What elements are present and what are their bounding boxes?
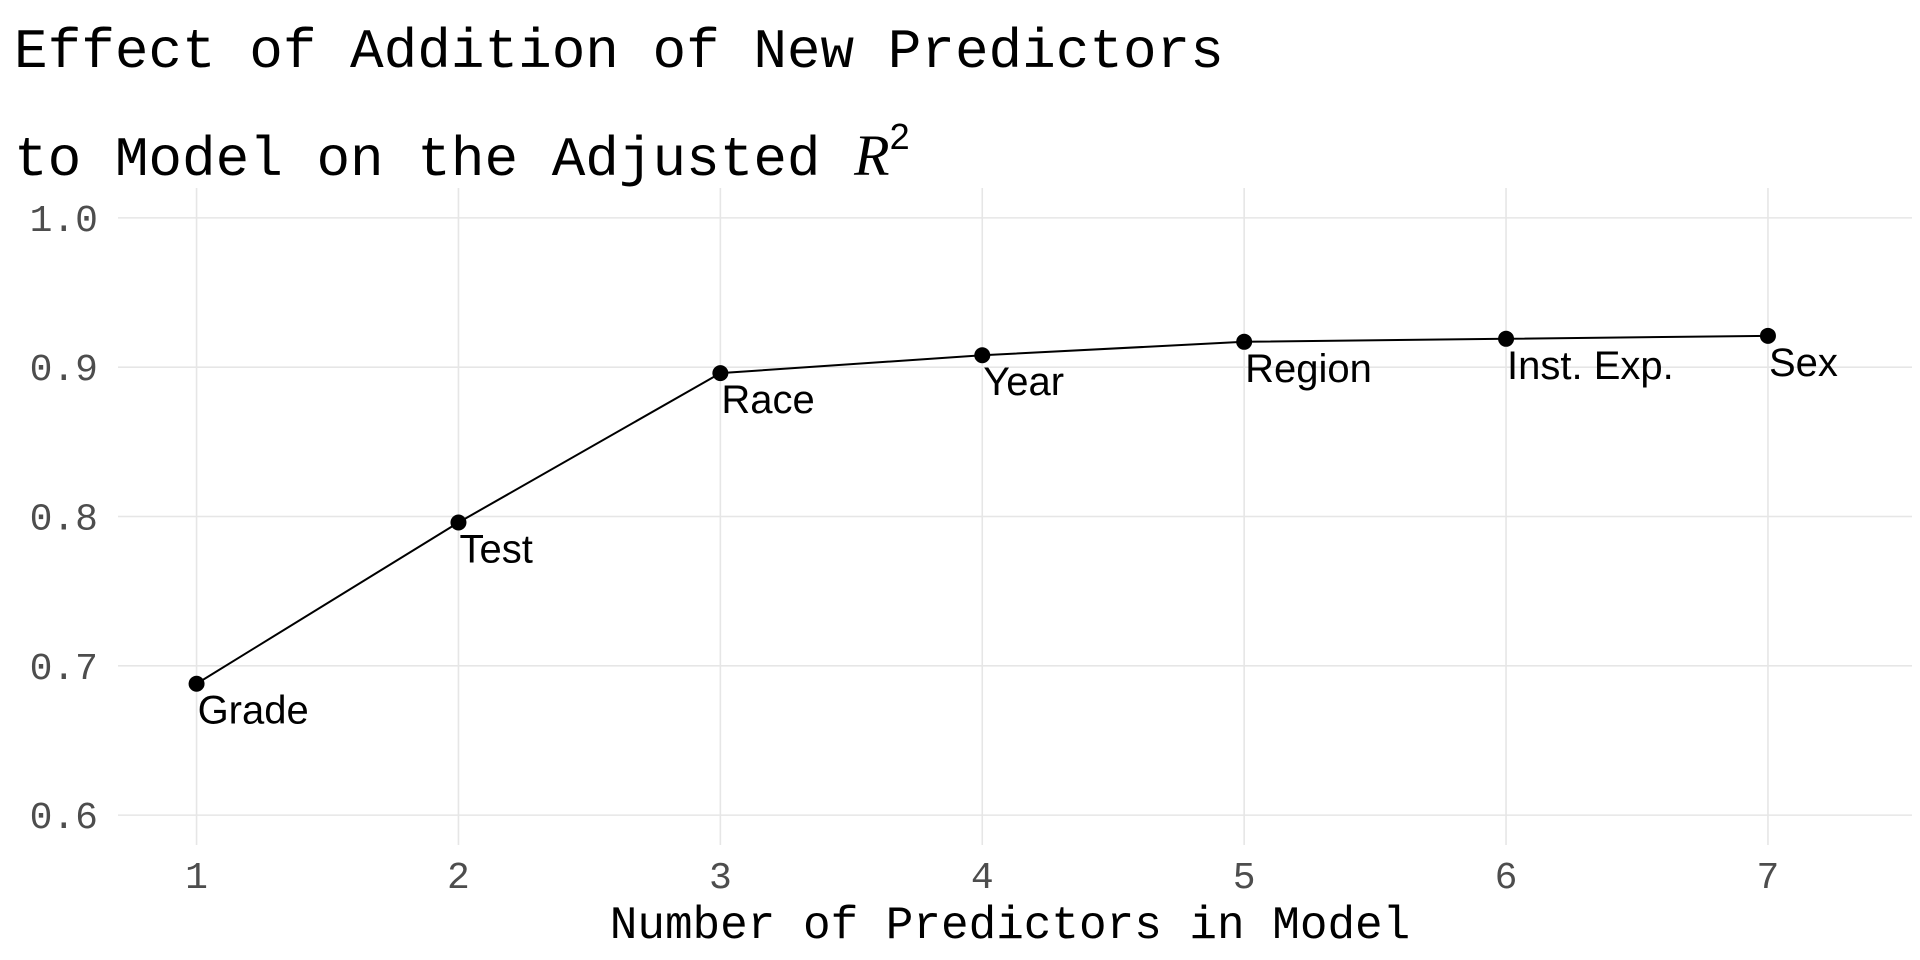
gridlines [118,188,1912,845]
data-point [1236,333,1253,350]
axis-tick-labels: 0.6 0.7 0.8 0.9 1.0 1 2 3 4 5 6 7 [30,200,1780,900]
x-tick-label: 1 [185,857,208,900]
y-tick-label: 0.7 [30,648,98,691]
point-label: Sex [1769,341,1838,385]
point-label: Test [459,527,532,571]
r-squared-symbol: R [854,123,890,188]
chart-title: Effect of Addition of New Predictors to … [14,0,1314,212]
y-tick-label: 0.9 [30,349,98,392]
chart-title-line-2: to Model on the Adjusted R2 [14,104,1314,212]
data-series [188,327,1776,692]
point-label: Region [1245,347,1372,391]
y-tick-label: 0.8 [30,499,98,542]
data-point [1759,327,1776,344]
data-point [1498,330,1515,347]
point-label: Inst. Exp. [1507,344,1674,388]
data-point [450,514,467,531]
y-tick-label: 0.6 [30,797,98,840]
data-point [974,347,991,364]
point-labels: Grade Test Race Year Region Inst. Exp. Sex [198,341,1838,733]
x-tick-label: 6 [1495,857,1518,900]
x-tick-label: 5 [1233,857,1256,900]
point-label: Year [983,360,1064,404]
x-tick-label: 7 [1757,857,1780,900]
data-point [712,365,729,382]
chart-title-line-1: Effect of Addition of New Predictors [14,20,1224,84]
r-squared-exponent: 2 [889,116,910,157]
point-label: Grade [198,689,309,733]
point-label: Race [721,378,814,422]
y-tick-label: 1.0 [30,200,98,243]
x-axis-title: Number of Predictors in Model [610,900,1411,952]
x-tick-label: 4 [971,857,994,900]
data-point [188,675,205,692]
chart-title-line-2-text: to Model on the Adjusted [14,128,855,192]
x-tick-label: 3 [709,857,732,900]
x-tick-label: 2 [447,857,470,900]
